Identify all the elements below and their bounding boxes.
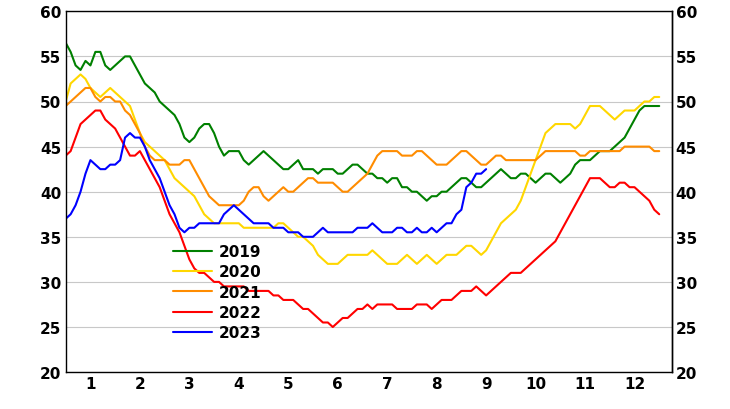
2020 — [61, 100, 70, 105]
Line: 2021: 2021 — [66, 89, 659, 206]
2022 — [442, 298, 451, 303]
2021 — [655, 149, 664, 154]
2019 — [200, 122, 209, 127]
2023 — [482, 167, 491, 172]
Line: 2020: 2020 — [66, 75, 659, 264]
2022 — [204, 275, 213, 280]
2022 — [91, 109, 100, 114]
2019 — [467, 181, 476, 186]
2022 — [126, 154, 134, 159]
2019 — [423, 199, 431, 204]
2020 — [472, 248, 480, 253]
2020 — [442, 253, 451, 258]
2023 — [269, 226, 278, 231]
2019 — [620, 136, 629, 141]
Line: 2023: 2023 — [66, 134, 486, 237]
2021 — [472, 158, 480, 163]
2020 — [625, 109, 634, 114]
2021 — [625, 145, 634, 150]
Line: 2022: 2022 — [66, 111, 659, 327]
2021 — [126, 113, 134, 118]
2021 — [61, 104, 70, 109]
2019 — [437, 190, 446, 195]
2022 — [655, 212, 664, 217]
2020 — [318, 257, 327, 262]
2023 — [299, 235, 307, 240]
2019 — [120, 55, 129, 60]
2022 — [318, 320, 327, 325]
2022 — [328, 325, 337, 330]
2021 — [81, 86, 90, 91]
2023 — [427, 226, 436, 231]
2019 — [314, 172, 323, 177]
2020 — [655, 95, 664, 100]
2022 — [61, 154, 70, 159]
2022 — [625, 185, 634, 190]
2023 — [61, 217, 70, 222]
2021 — [215, 203, 223, 208]
2021 — [442, 163, 451, 168]
Legend: 2019, 2020, 2021, 2022, 2023: 2019, 2020, 2021, 2022, 2023 — [167, 238, 268, 346]
2020 — [204, 217, 213, 222]
2023 — [81, 172, 90, 177]
2021 — [204, 194, 213, 199]
2023 — [126, 131, 134, 136]
2020 — [323, 262, 332, 267]
2022 — [472, 284, 480, 289]
Line: 2019: 2019 — [66, 44, 659, 201]
2023 — [72, 203, 80, 208]
2021 — [323, 181, 332, 186]
2020 — [126, 104, 134, 109]
2019 — [655, 104, 664, 109]
2019 — [61, 41, 70, 46]
2023 — [393, 226, 402, 231]
2023 — [106, 163, 115, 168]
2020 — [76, 73, 85, 78]
